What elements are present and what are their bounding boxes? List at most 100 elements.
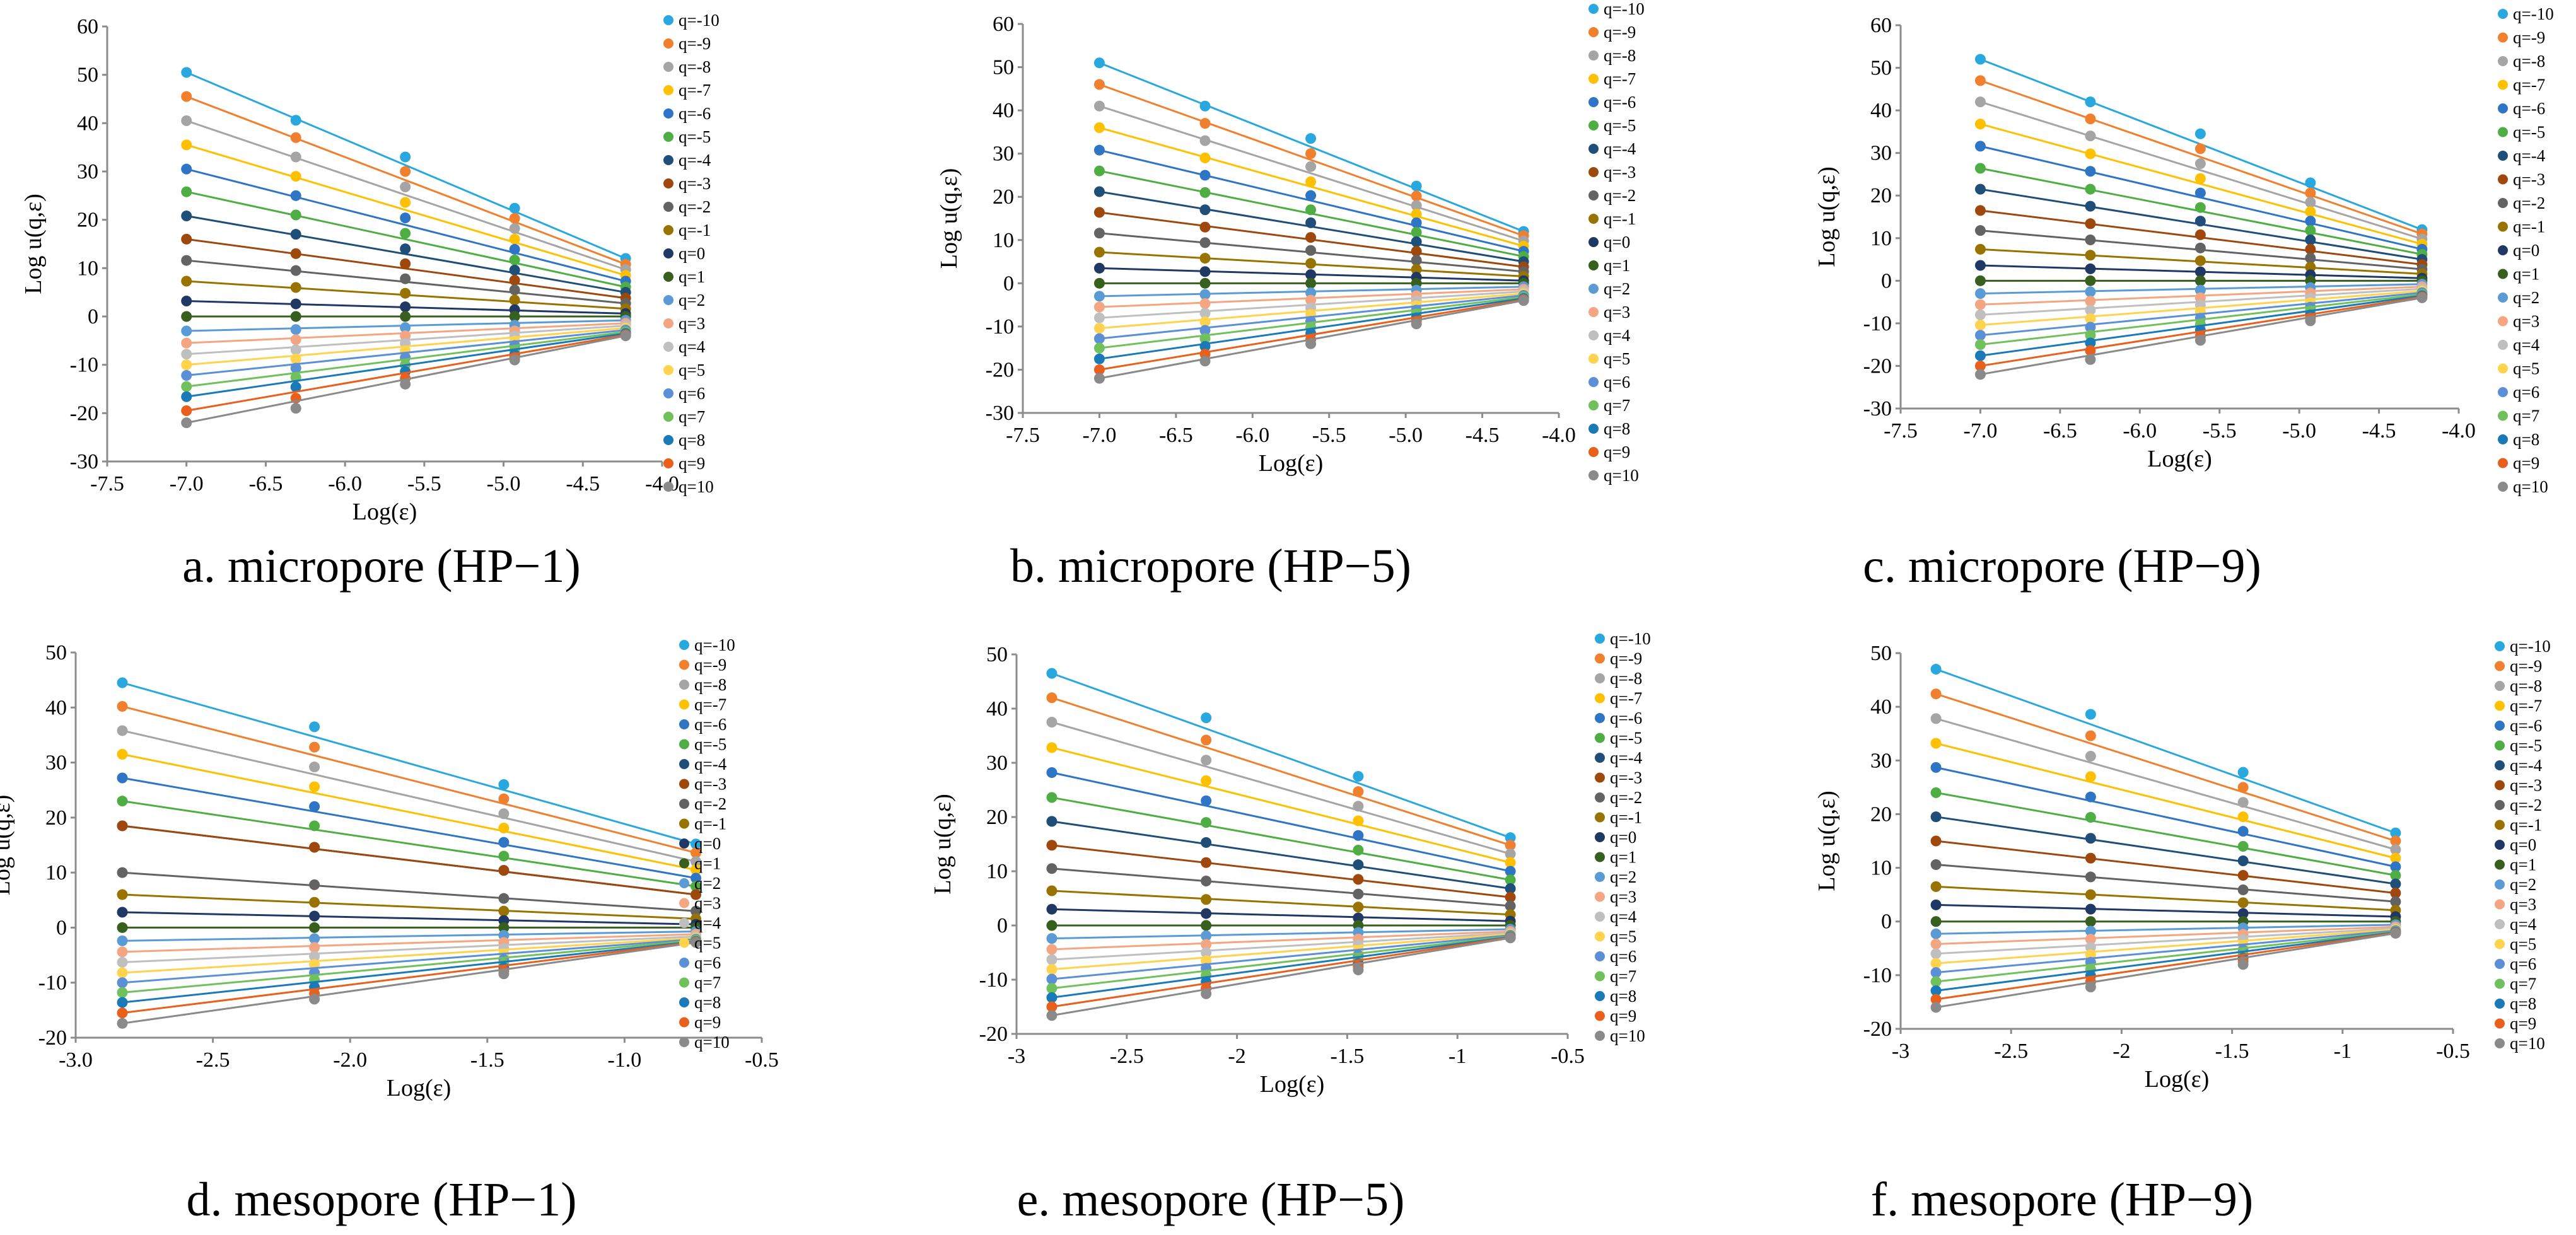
data-point-q=-5 [509,254,520,265]
data-point-q=-9 [1411,190,1422,202]
legend-label: q=4 [2510,915,2537,934]
y-tick-label: 50 [986,643,1008,666]
legend-label: q=-4 [1610,748,1643,767]
legend-label: q=7 [2513,407,2539,426]
legend-label: q=-8 [679,57,711,76]
y-tick-label: 30 [1870,142,1892,165]
series-line-q=-8 [1979,101,2423,240]
data-point-q=2 [2085,925,2096,937]
legend-marker [2495,721,2505,731]
data-point-q=5 [1974,320,1986,331]
legend-label: q=2 [679,291,705,310]
data-point-q=-6 [2305,216,2316,227]
chart-d: 50 40 30 20 10 0 -10 -20-3.0 -2.5 -2.0 -1.5 -1.0 -0.… [0,635,779,1101]
y-tick-label: 0 [88,305,98,328]
caption-c: c. micropore (HP−9) [1863,540,2261,593]
x-tick-label: -1 [2334,1040,2352,1063]
data-point-q=-5 [2085,183,2096,195]
x-tick-label: -4.5 [2362,419,2396,443]
data-point-q=-9 [2085,730,2096,741]
legend-marker [2495,641,2505,651]
x-tick-label: -5.0 [2282,419,2316,443]
data-point-q=1 [117,922,128,933]
series-line-q=-7 [122,753,696,871]
legend-label: q=7 [1604,396,1630,415]
data-point-q=9 [1046,1001,1058,1012]
legend-marker [663,458,673,468]
data-point-q=-9 [309,741,320,753]
legend-marker [1595,931,1605,942]
legend-marker [679,1037,689,1047]
data-point-q=7 [117,987,128,998]
legend-label: q=10 [679,477,714,496]
legend-marker [663,225,673,235]
data-point-q=-10 [400,151,411,163]
x-tick-label: -1 [1448,1045,1466,1068]
legend-label: q=7 [1610,967,1636,986]
legend-label: q=-2 [1610,788,1642,807]
data-point-q=-6 [1199,170,1211,181]
data-point-q=4 [1974,309,1986,320]
series-line-q=-9 [1935,693,2396,842]
data-point-q=10 [290,403,301,414]
data-point-q=-3 [2085,852,2096,864]
legend-marker [2495,959,2505,969]
data-point-q=-4 [2085,200,2096,212]
data-point-q=0 [1201,908,1212,919]
legend-marker [1595,812,1605,823]
data-point-q=10 [1411,318,1422,330]
legend-marker [2498,198,2508,208]
x-tick-label: -3 [1008,1045,1025,1068]
data-point-q=10 [509,354,520,366]
data-point-q=-2 [1353,888,1364,900]
x-tick-label: -2.5 [196,1048,230,1072]
y-tick-label: 20 [1870,184,1892,207]
data-point-q=-5 [290,209,301,221]
data-point-q=-3 [309,842,320,853]
data-point-q=6 [1974,330,1986,341]
y-tick-label: 0 [997,914,1008,937]
data-point-q=-2 [2194,242,2206,253]
data-point-q=-8 [1305,161,1317,172]
data-point-q=-1 [181,275,192,287]
data-point-q=4 [1930,948,1942,960]
legend-marker [1588,190,1599,200]
y-tick-label: 40 [45,696,67,719]
series-line-q=10 [122,941,696,1024]
y-axis-title: Log u(q,ε) [0,795,15,895]
series-line-q=-7 [1935,742,2396,859]
data-point-q=-1 [117,889,128,900]
x-tick-label: -7.5 [1884,419,1918,443]
data-point-q=1 [498,922,510,933]
legend-label: q=-4 [694,755,727,774]
legend-label: q=2 [2510,875,2536,894]
legend-label: q=-1 [1610,808,1642,827]
data-point-q=3 [1199,298,1211,310]
data-point-q=5 [290,353,301,364]
data-point-q=9 [117,1007,128,1019]
data-point-q=2 [1046,933,1058,944]
data-point-q=-8 [2305,197,2316,208]
series-line-q=-9 [122,705,696,854]
data-point-q=-10 [1199,100,1211,112]
data-point-q=-5 [2305,225,2316,236]
legend-marker [2498,410,2508,421]
legend-label: q=-3 [2513,170,2545,189]
x-tick-label: -5.5 [1312,424,1346,447]
data-point-q=10 [2085,982,2096,993]
x-tick-label: -5.5 [407,472,441,496]
chart-f: 50 40 30 20 10 0 -10 -20-3 -2.5 -2 -1.5 -1 -0.5 Log(ε… [1814,637,2551,1093]
data-point-q=-1 [1201,894,1212,905]
data-point-q=10 [620,330,631,342]
data-point-q=-1 [290,282,301,293]
data-point-q=2 [290,324,301,335]
legend-marker [1588,120,1599,130]
legend-label: q=1 [694,854,721,873]
series-line-q=-10 [1935,668,2396,834]
legend-marker [663,412,673,422]
legend-label: q=-10 [2513,4,2554,23]
legend-marker [679,997,689,1007]
y-tick-label: -30 [986,402,1014,425]
data-point-q=-1 [2194,255,2206,267]
legend-marker [2495,840,2505,850]
